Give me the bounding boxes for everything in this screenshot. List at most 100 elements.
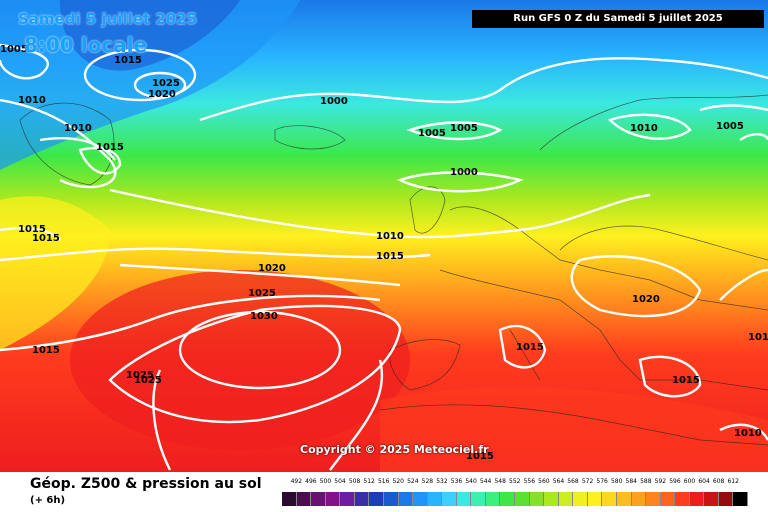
warm-area-south (380, 386, 768, 472)
legend-value: 548 (494, 478, 506, 485)
isobar-label: 1005 (450, 123, 478, 134)
legend-swatch (515, 492, 530, 506)
isobar-label: 1010 (734, 428, 762, 439)
isobar-label: 1025 (248, 288, 276, 299)
legend-value: 560 (538, 478, 550, 485)
legend-value: 596 (669, 478, 681, 485)
isobar-label: 1020 (148, 89, 176, 100)
legend-swatch (340, 492, 355, 506)
isobar-label: 1015 (32, 345, 60, 356)
legend-labels: 492 496 500 504 508 512 516 520 524 528 532 536 540 5… (282, 478, 748, 490)
isobar-label: 1015 (96, 142, 124, 153)
legend-swatch (733, 492, 748, 506)
legend-swatch (616, 492, 632, 506)
legend-value: 608 (712, 478, 725, 485)
legend-value: 524 (407, 478, 419, 485)
legend-value: 544 (479, 478, 492, 485)
isobar-label: 1025 (134, 375, 162, 386)
isobar-label: 1030 (250, 311, 278, 322)
isobar-label: 1010 (64, 123, 92, 134)
isobar-label: 1010 (630, 123, 658, 134)
legend-value: 516 (377, 478, 390, 485)
isobar-label: 1005 (418, 128, 446, 139)
legend-swatch (631, 492, 647, 506)
legend-value: 572 (581, 478, 594, 485)
legend-swatch (471, 492, 486, 506)
legend-swatch (587, 492, 603, 506)
legend-value: 592 (654, 478, 667, 485)
legend-value: 508 (348, 478, 361, 485)
isobar-label: 1015 (32, 233, 60, 244)
isobar-labels: 1005 1015 1025 1020 1010 1010 1015 1000 … (0, 44, 768, 462)
color-legend: 492 496 500 504 508 512 516 520 524 528 532 536 540 5… (282, 478, 748, 508)
legend-value: 496 (305, 478, 317, 485)
legend-value: 580 (610, 478, 623, 485)
legend-swatch (296, 492, 312, 506)
pressure-map: 1005 1015 1025 1020 1010 1010 1015 1000 … (0, 0, 768, 472)
legend-swatch (529, 492, 545, 506)
isobar-label: 1015 (114, 55, 142, 66)
legend-swatch (398, 492, 414, 506)
copyright-text: Copyright © 2025 Meteociel.fr (300, 443, 489, 456)
isobar-label: 1015 (748, 332, 768, 343)
isobar-label: 1015 (466, 451, 494, 462)
isobar-label: 1015 (516, 342, 544, 353)
isobar-label: 1025 (152, 78, 180, 89)
isobar-label: 1005 (716, 121, 744, 132)
isobar-label: 1015 (672, 375, 700, 386)
legend-swatch (456, 492, 472, 506)
isobar-label: 1010 (376, 231, 404, 242)
legend-value: 564 (552, 478, 565, 485)
legend-value: 512 (363, 478, 375, 485)
legend-value: 520 (392, 478, 404, 485)
legend-value: 600 (683, 478, 696, 485)
legend-color-bar (282, 492, 748, 506)
legend-value: 492 (290, 478, 303, 485)
isobar-label: 1020 (632, 294, 660, 305)
legend-swatch (704, 492, 719, 506)
isobar-label: 1010 (18, 95, 46, 106)
isobar-label: 1000 (450, 167, 478, 178)
legend-value: 504 (334, 478, 346, 485)
isobars (0, 43, 768, 471)
legend-value: 604 (698, 478, 710, 485)
legend-swatch (500, 492, 515, 506)
legend-swatch (442, 492, 457, 506)
isobar-label: 1015 (376, 251, 404, 262)
legend-swatch (689, 492, 705, 506)
legend-swatch (646, 492, 661, 506)
legend-swatch (544, 492, 559, 506)
forecast-time: 8:00 locale (24, 33, 148, 57)
legend-swatch (383, 492, 399, 506)
legend-swatch (354, 492, 370, 506)
high-geopotential-core (70, 270, 410, 450)
map-footer: Géop. Z500 & pression au sol (+ 6h) 492 4… (0, 472, 768, 512)
legend-value: 540 (465, 478, 477, 485)
legend-swatch (325, 492, 341, 506)
legend-swatch (311, 492, 326, 506)
legend-swatch (660, 492, 676, 506)
yellow-area (0, 196, 110, 350)
legend-swatch (573, 492, 588, 506)
legend-value: 536 (450, 478, 463, 485)
forecast-date: Samedi 5 juillet 2025 (18, 10, 198, 28)
isobar-label: 1005 (0, 44, 28, 55)
legend-value: 612 (727, 478, 739, 485)
forecast-offset: (+ 6h) (30, 495, 66, 506)
legend-value: 556 (523, 478, 536, 485)
isobar-label: 1000 (320, 96, 348, 107)
legend-swatch (602, 492, 617, 506)
legend-value: 528 (421, 478, 434, 485)
legend-value: 500 (319, 478, 332, 485)
run-banner: Run GFS 0 Z du Samedi 5 juillet 2025 (472, 10, 764, 28)
legend-swatch (369, 492, 384, 506)
isobar-label: 1020 (258, 263, 286, 274)
legend-swatch (485, 492, 501, 506)
map-title: Géop. Z500 & pression au sol (30, 476, 262, 492)
legend-value: 532 (436, 478, 448, 485)
legend-value: 576 (596, 478, 608, 485)
legend-swatch (675, 492, 690, 506)
legend-value: 552 (509, 478, 521, 485)
legend-swatch (558, 492, 574, 506)
